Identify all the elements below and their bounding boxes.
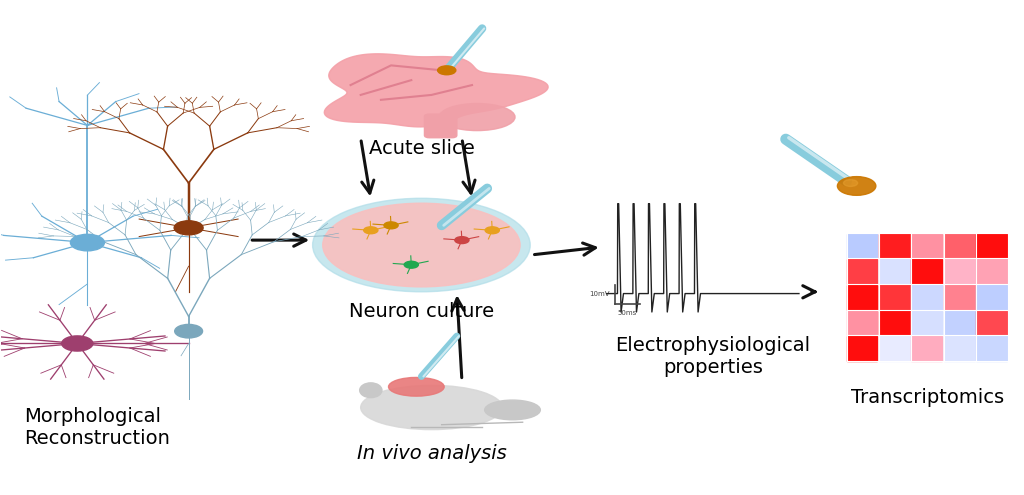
Ellipse shape (484, 400, 541, 420)
Text: 10mV: 10mV (589, 291, 609, 297)
Ellipse shape (359, 383, 382, 397)
Circle shape (174, 221, 203, 235)
Circle shape (838, 177, 876, 196)
Polygon shape (325, 54, 548, 127)
Bar (976, 310, 1007, 335)
Ellipse shape (388, 378, 444, 396)
Bar (911, 234, 942, 258)
Bar (847, 285, 878, 309)
Bar (879, 285, 909, 309)
Bar (976, 285, 1007, 309)
Bar (879, 234, 909, 258)
Circle shape (404, 261, 419, 268)
Bar (847, 336, 878, 361)
Bar (944, 310, 975, 335)
Bar (879, 259, 909, 284)
Circle shape (61, 336, 93, 351)
Bar (944, 259, 975, 284)
Bar (879, 310, 909, 335)
Circle shape (437, 66, 456, 75)
Bar (976, 234, 1007, 258)
Text: Electrophysiological
properties: Electrophysiological properties (615, 336, 810, 377)
Bar (911, 310, 942, 335)
Ellipse shape (439, 103, 515, 131)
Circle shape (384, 222, 398, 229)
Ellipse shape (323, 203, 520, 287)
Text: In vivo analysis: In vivo analysis (356, 445, 507, 463)
Bar (944, 285, 975, 309)
Bar (944, 234, 975, 258)
Text: Morphological
Reconstruction: Morphological Reconstruction (24, 407, 170, 448)
Ellipse shape (312, 198, 530, 292)
FancyBboxPatch shape (425, 114, 457, 138)
Bar (911, 285, 942, 309)
Circle shape (175, 324, 203, 338)
Text: Acute slice: Acute slice (369, 139, 474, 158)
Bar (847, 310, 878, 335)
Bar (944, 336, 975, 361)
Ellipse shape (360, 385, 503, 430)
Circle shape (364, 227, 378, 234)
Bar (976, 259, 1007, 284)
Circle shape (455, 237, 469, 244)
Bar (911, 259, 942, 284)
Bar (911, 336, 942, 361)
Bar (847, 259, 878, 284)
Circle shape (844, 180, 858, 187)
Bar (847, 234, 878, 258)
Text: 50ms: 50ms (617, 310, 637, 316)
Bar (976, 336, 1007, 361)
Circle shape (485, 227, 500, 234)
Bar (879, 336, 909, 361)
Text: Neuron culture: Neuron culture (349, 301, 494, 321)
Text: Transcriptomics: Transcriptomics (851, 388, 1005, 407)
Circle shape (71, 234, 104, 251)
